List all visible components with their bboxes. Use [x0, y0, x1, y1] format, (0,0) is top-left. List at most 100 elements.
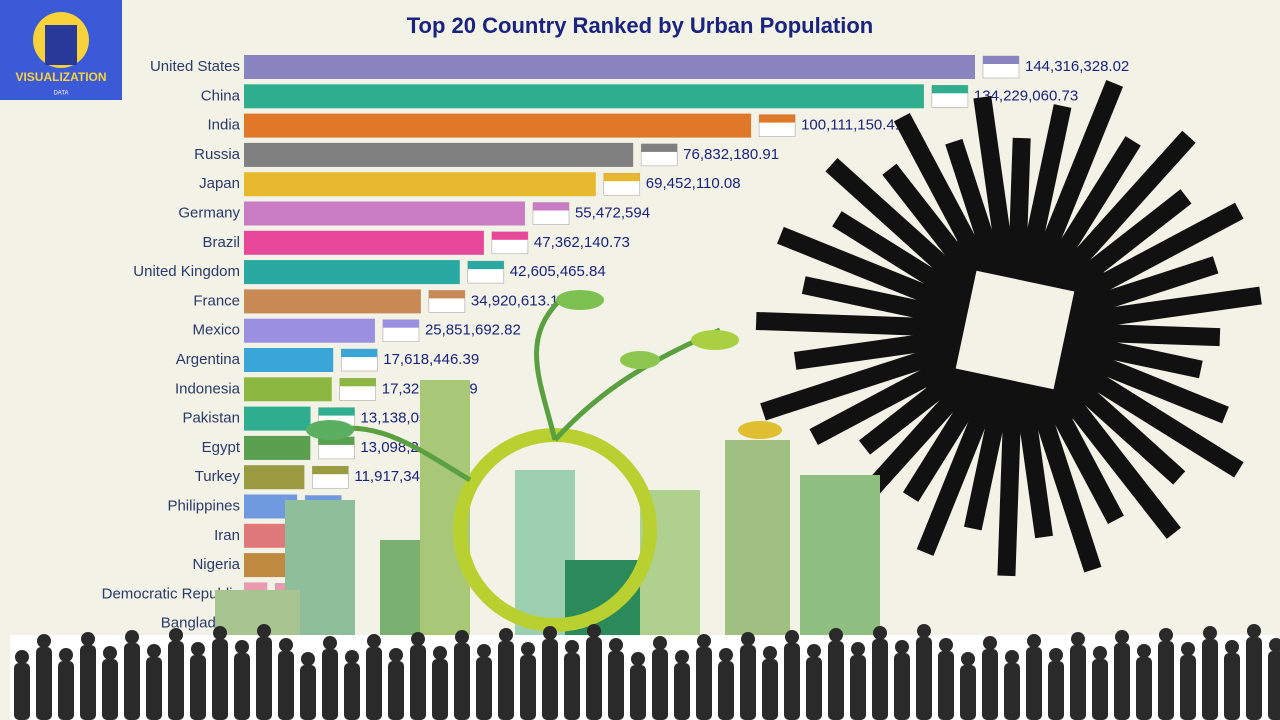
person-head — [895, 640, 909, 654]
tower — [1081, 335, 1203, 379]
flag-band — [983, 56, 1019, 64]
value-label: 42,605,465.84 — [510, 263, 606, 280]
value-label: 76,832,180.91 — [683, 146, 779, 163]
value-label: 11,917,340 — [354, 468, 428, 485]
person-head — [983, 636, 997, 650]
person-head — [697, 634, 711, 648]
value-label: 34,920,613.13 — [471, 292, 567, 309]
category-label: Brazil — [202, 234, 240, 251]
person-head — [1203, 626, 1217, 640]
person-body — [498, 641, 514, 720]
person-body — [36, 647, 52, 720]
person-head — [345, 650, 359, 664]
category-label: Germany — [178, 204, 240, 221]
tower — [777, 226, 954, 313]
flag-band — [312, 466, 349, 475]
category-label: China — [201, 87, 241, 104]
person-body — [1070, 645, 1086, 720]
person-body — [938, 651, 954, 720]
person-body — [1048, 661, 1064, 720]
leaf — [691, 330, 739, 350]
person-body — [1268, 651, 1280, 720]
tower — [1076, 347, 1229, 424]
category-label: Iran — [214, 527, 240, 544]
person-body — [784, 643, 800, 720]
person-head — [1159, 628, 1173, 642]
leaf — [306, 420, 354, 440]
category-label: Russia — [194, 146, 241, 163]
category-label: Japan — [199, 175, 240, 192]
person-head — [719, 648, 733, 662]
person-body — [300, 665, 316, 720]
bar — [244, 201, 525, 226]
person-body — [1180, 655, 1196, 720]
silhouettes — [14, 624, 1280, 720]
leaf — [620, 351, 660, 369]
person-body — [630, 665, 646, 720]
person-body — [366, 647, 382, 720]
category-label: Egypt — [202, 439, 241, 456]
person-head — [59, 648, 73, 662]
flag-band — [641, 143, 678, 152]
person-head — [1247, 624, 1261, 638]
tower — [1028, 393, 1102, 573]
flag-band — [532, 202, 569, 211]
person-head — [521, 642, 535, 656]
person-body — [146, 657, 162, 720]
chart-title: Top 20 Country Ranked by Urban Populatio… — [407, 13, 874, 38]
person-body — [388, 661, 404, 720]
person-body — [256, 637, 272, 720]
person-head — [323, 636, 337, 650]
bar — [244, 553, 290, 578]
person-body — [850, 655, 866, 720]
tower — [755, 311, 946, 337]
bar — [244, 348, 334, 372]
person-head — [917, 624, 931, 638]
leaf — [556, 290, 604, 310]
person-head — [367, 634, 381, 648]
person-body — [212, 639, 228, 720]
person-body — [190, 655, 206, 720]
decoration — [10, 79, 1280, 720]
person-head — [455, 630, 469, 644]
person-body — [1004, 663, 1020, 720]
person-body — [432, 659, 448, 720]
person-body — [14, 663, 30, 720]
tower — [882, 163, 979, 281]
category-label: France — [193, 292, 240, 309]
tower — [1064, 189, 1192, 294]
flag-band — [318, 436, 355, 445]
tower — [809, 354, 958, 445]
bar — [244, 55, 975, 79]
tower — [1078, 256, 1219, 317]
person-head — [829, 628, 843, 642]
person-body — [278, 651, 294, 720]
tower — [1083, 286, 1262, 330]
person-head — [1049, 648, 1063, 662]
category-label: Mexico — [192, 322, 240, 339]
tower — [1051, 379, 1181, 539]
person-body — [740, 645, 756, 720]
person-head — [609, 638, 623, 652]
category-label: United States — [150, 58, 240, 75]
person-head — [477, 644, 491, 658]
tower — [793, 330, 947, 370]
person-body — [322, 649, 338, 720]
leaf — [738, 421, 782, 439]
person-head — [873, 626, 887, 640]
person-head — [741, 632, 755, 646]
person-body — [1246, 637, 1262, 720]
flag-band — [931, 85, 968, 94]
person-head — [587, 624, 601, 638]
tower — [973, 96, 1015, 262]
person-body — [168, 641, 184, 720]
person-head — [169, 628, 183, 642]
person-body — [652, 649, 668, 720]
tower — [902, 384, 986, 502]
bar — [244, 113, 752, 138]
person-body — [872, 639, 888, 720]
tower — [1069, 359, 1244, 478]
tower — [801, 276, 949, 325]
bar — [244, 84, 924, 109]
